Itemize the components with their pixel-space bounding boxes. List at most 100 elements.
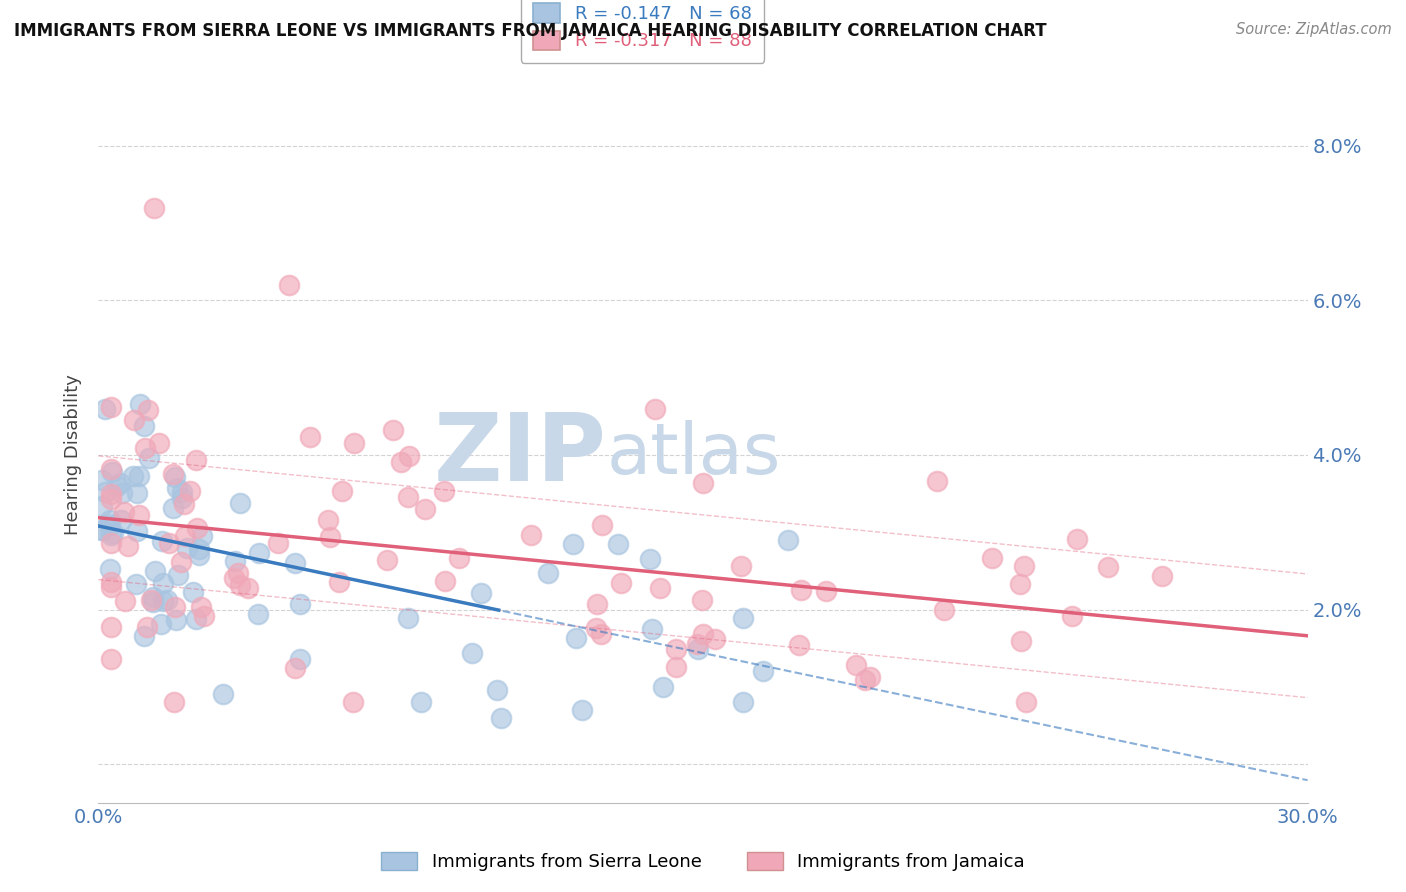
Point <box>100 400 122 414</box>
Point <box>284 661 307 675</box>
Point <box>413 501 436 516</box>
Point <box>125 486 148 500</box>
Point <box>111 486 134 500</box>
Point <box>149 617 172 632</box>
Point <box>433 483 456 498</box>
Point <box>100 620 122 634</box>
Point <box>100 652 122 666</box>
Point <box>117 540 139 554</box>
Point <box>447 551 470 566</box>
Point <box>229 578 252 592</box>
Point <box>247 545 270 559</box>
Point <box>692 476 714 491</box>
Point <box>181 584 204 599</box>
Point <box>648 581 671 595</box>
Point <box>170 555 193 569</box>
Point <box>299 430 322 444</box>
Point <box>1010 577 1032 591</box>
Point <box>610 575 633 590</box>
Point <box>100 574 122 589</box>
Point <box>342 436 364 450</box>
Point <box>156 592 179 607</box>
Point <box>1015 695 1038 709</box>
Point <box>91 523 114 537</box>
Point <box>409 695 432 709</box>
Point <box>586 597 609 611</box>
Point <box>562 537 585 551</box>
Point <box>179 484 201 499</box>
Point <box>224 554 246 568</box>
Point <box>100 580 122 594</box>
Point <box>1010 634 1032 648</box>
Point <box>114 594 136 608</box>
Point <box>176 541 198 555</box>
Point <box>290 652 312 666</box>
Point <box>703 632 725 646</box>
Point <box>166 568 188 582</box>
Point <box>267 535 290 549</box>
Point <box>94 484 117 499</box>
Text: atlas: atlas <box>606 420 780 490</box>
Point <box>166 481 188 495</box>
Point <box>246 607 269 621</box>
Point <box>927 475 949 489</box>
Point <box>91 523 114 537</box>
Point <box>108 475 131 490</box>
Point <box>585 621 607 635</box>
Point <box>1066 532 1088 546</box>
Point <box>142 201 165 215</box>
Point <box>211 687 233 701</box>
Point <box>644 402 666 417</box>
Point <box>190 599 212 614</box>
Point <box>124 577 146 591</box>
Point <box>170 484 193 499</box>
Point <box>162 500 184 515</box>
Point <box>184 453 207 467</box>
Point <box>778 533 800 548</box>
Point <box>638 552 661 566</box>
Point <box>229 496 252 510</box>
Point <box>460 646 482 660</box>
Point <box>485 683 508 698</box>
Point <box>163 470 186 484</box>
Point <box>98 562 121 576</box>
Point <box>470 586 492 600</box>
Point <box>690 592 713 607</box>
Point <box>537 566 560 580</box>
Text: Source: ZipAtlas.com: Source: ZipAtlas.com <box>1236 22 1392 37</box>
Point <box>143 564 166 578</box>
Point <box>787 638 810 652</box>
Point <box>163 600 186 615</box>
Point <box>105 479 128 493</box>
Point <box>134 629 156 643</box>
Point <box>814 584 837 599</box>
Point <box>290 597 312 611</box>
Point <box>142 591 165 605</box>
Point <box>101 465 124 479</box>
Point <box>173 529 195 543</box>
Point <box>152 533 174 548</box>
Legend: Immigrants from Sierra Leone, Immigrants from Jamaica: Immigrants from Sierra Leone, Immigrants… <box>374 845 1032 879</box>
Point <box>100 492 122 507</box>
Point <box>381 423 404 437</box>
Point <box>163 695 186 709</box>
Point <box>186 520 208 534</box>
Point <box>564 631 586 645</box>
Point <box>142 595 165 609</box>
Point <box>190 529 212 543</box>
Point <box>170 491 193 505</box>
Point <box>665 642 688 657</box>
Point <box>641 622 664 636</box>
Point <box>396 490 419 504</box>
Point <box>328 575 350 590</box>
Point <box>520 527 543 541</box>
Point <box>790 582 813 597</box>
Point <box>152 575 174 590</box>
Point <box>686 637 709 651</box>
Point <box>136 620 159 634</box>
Point <box>591 627 613 641</box>
Point <box>686 642 709 657</box>
Point <box>316 513 339 527</box>
Point <box>845 658 868 673</box>
Point <box>730 559 752 574</box>
